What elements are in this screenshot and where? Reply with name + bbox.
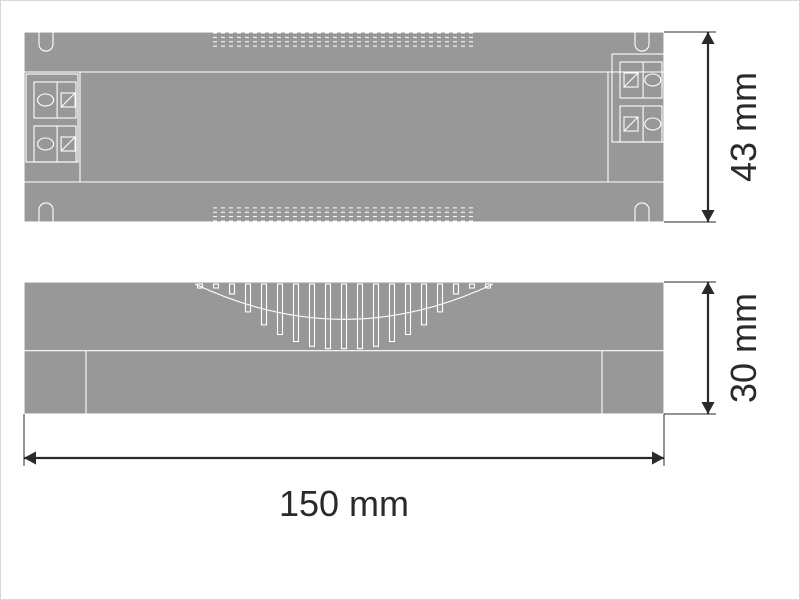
dim-width-label: 150 mm (279, 483, 409, 524)
dim-h2-label: 30 mm (723, 293, 764, 403)
dim-h1-label: 43 mm (723, 72, 764, 182)
side-view-body (24, 282, 664, 414)
top-view-body (24, 32, 664, 222)
technical-drawing: 150 mm 43 mm 30 mm (0, 0, 800, 600)
